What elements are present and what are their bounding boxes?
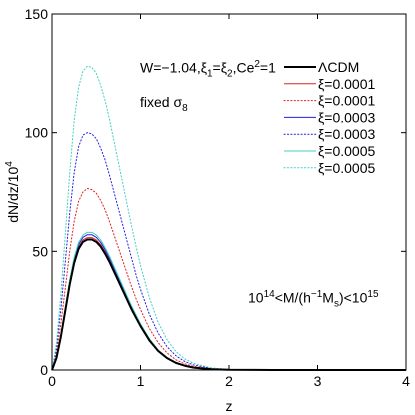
sigma-sub: 8 [182, 102, 188, 114]
x-tick-label-2: 2 [225, 373, 233, 389]
mass-end: )<10 [338, 289, 368, 306]
y-tick-label-2: 100 [25, 125, 49, 141]
params-annotation: W=−1.04,ξ1=ξ2,Ce2=1 [140, 60, 276, 79]
params-w: W=−1.04,ξ [140, 59, 207, 76]
legend-label-4: ξ=0.0003 [318, 126, 375, 142]
sigma-text: fixed σ [140, 94, 183, 110]
x-axis-label: z [226, 398, 233, 414]
y-tick-label-3: 150 [25, 6, 49, 22]
sigma-annotation: fixed σ8 [140, 95, 188, 114]
y-axis-label-base: dN/dz/10 [5, 167, 21, 223]
mass-sup3: 15 [367, 289, 379, 300]
params-mid: =ξ [212, 59, 227, 76]
mass-sup1: 14 [263, 289, 275, 300]
series-line-6 [51, 65, 407, 371]
mass-sub: s [333, 298, 339, 310]
mass-sup2: −1 [310, 289, 323, 300]
params-end: =1 [259, 59, 276, 76]
axis-ticks: 0 1 2 3 4 0 50 100 150 [25, 6, 410, 389]
mass-middle2: M [322, 289, 334, 306]
y-axis-label-sup: 4 [4, 161, 15, 167]
mass-annotation: 1014<M/(h−1Ms)<1015 [248, 290, 379, 309]
mass-middle: <M/(h [274, 289, 311, 306]
x-tick-label-0: 0 [48, 373, 56, 389]
params-ce: ,Ce [232, 59, 255, 76]
plot-series [51, 65, 407, 371]
legend-label-1: ξ=0.0001 [318, 76, 375, 92]
legend-label-2: ξ=0.0001 [318, 93, 375, 109]
series-line-2 [51, 187, 407, 371]
legend-label-5: ξ=0.0005 [318, 143, 375, 159]
y-tick-label-1: 50 [32, 243, 48, 259]
legend-label-0: ΛCDM [318, 59, 359, 75]
params-sup: 2 [254, 59, 260, 70]
params-sub2: 2 [227, 68, 233, 80]
series-line-0 [51, 238, 406, 371]
x-tick-label-1: 1 [137, 373, 145, 389]
x-tick-label-3: 3 [314, 373, 322, 389]
x-tick-label-4: 4 [402, 373, 410, 389]
legend-label-3: ξ=0.0003 [318, 109, 375, 125]
y-axis-label: dN/dz/104 [4, 161, 21, 223]
params-sub1: 1 [206, 68, 213, 80]
mass-base1: 10 [248, 289, 264, 306]
legend: ΛCDMξ=0.0001ξ=0.0001ξ=0.0003ξ=0.0003ξ=0.… [283, 59, 375, 176]
legend-label-6: ξ=0.0005 [318, 160, 375, 176]
y-tick-label-0: 0 [40, 362, 48, 378]
